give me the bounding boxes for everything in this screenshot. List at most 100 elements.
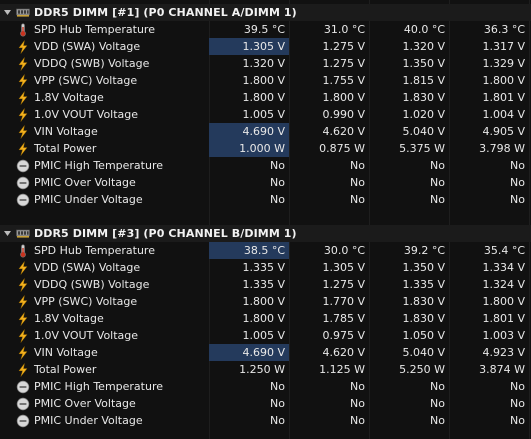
sensor-name-cell: SPD Hub Temperature <box>16 21 209 38</box>
minimum-value: 4.620 V <box>322 346 365 359</box>
sensor-row[interactable]: VPP (SWC) Voltage 1.800 V 1.755 V 1.815 V 1.… <box>0 72 531 89</box>
status-icon <box>16 193 30 207</box>
sensor-label: VDDQ (SWB) Voltage <box>34 278 150 291</box>
sensor-row[interactable]: VDDQ (SWB) Voltage 1.335 V 1.275 V 1.335 V 1… <box>0 276 531 293</box>
current-value: 4.690 V <box>209 344 289 361</box>
sensor-label: Total Power <box>34 363 97 376</box>
lightning-icon <box>16 141 30 156</box>
sensor-row[interactable]: 1.8V Voltage 1.800 V 1.785 V 1.830 V 1.801 V <box>0 310 531 327</box>
sensor-row[interactable]: PMIC Over Voltage No No No No <box>0 174 531 191</box>
sensor-name-cell: 1.0V VOUT Voltage <box>16 327 209 344</box>
maximum-value: 5.375 W <box>399 142 445 155</box>
sensor-row[interactable]: SPD Hub Temperature 38.5 °C 30.0 °C 39.2 °C… <box>0 242 531 259</box>
status-icon <box>16 380 30 394</box>
sensor-row[interactable]: PMIC Over Voltage No No No No <box>0 395 531 412</box>
average-value: No <box>510 193 525 206</box>
average-value: No <box>510 159 525 172</box>
sensor-row[interactable]: Total Power 1.000 W 0.875 W 5.375 W 3.798 W <box>0 140 531 157</box>
minimum-value: No <box>350 193 365 206</box>
average-value: 36.3 °C <box>483 23 525 36</box>
group-header[interactable]: DDR5 DIMM [#3] (P0 CHANNEL B/DIMM 1) <box>0 225 531 242</box>
average-value: 1.334 V <box>482 261 525 274</box>
sensor-name-cell: PMIC Under Voltage <box>16 191 209 208</box>
maximum-value: No <box>430 414 445 427</box>
sensor-label: VDD (SWA) Voltage <box>34 261 141 274</box>
current-value: 1.000 W <box>209 140 289 157</box>
sensor-name-cell: Total Power <box>16 361 209 378</box>
sensor-row[interactable]: Total Power 1.250 W 1.125 W 5.250 W 3.874 W <box>0 361 531 378</box>
sensor-row[interactable]: SPD Hub Temperature 39.5 °C 31.0 °C 40.0 °C… <box>0 21 531 38</box>
sensor-row[interactable]: 1.8V Voltage 1.800 V 1.800 V 1.830 V 1.801 V <box>0 89 531 106</box>
current-value: 1.305 V <box>209 38 289 55</box>
current-value: No <box>270 193 285 206</box>
group-title-cell: DDR5 DIMM [#3] (P0 CHANNEL B/DIMM 1) <box>16 225 297 242</box>
sensor-row[interactable]: PMIC Under Voltage No No No No <box>0 191 531 208</box>
sensor-row[interactable]: PMIC Under Voltage No No No No <box>0 412 531 429</box>
minimum-value: 1.305 V <box>322 261 365 274</box>
sensor-row[interactable]: VDD (SWA) Voltage 1.335 V 1.305 V 1.350 V 1.… <box>0 259 531 276</box>
sensor-name-cell: VDDQ (SWB) Voltage <box>16 276 209 293</box>
average-value: 1.800 V <box>482 74 525 87</box>
memory-module-icon <box>16 6 30 20</box>
sensor-name-cell: VPP (SWC) Voltage <box>16 293 209 310</box>
maximum-value: 1.050 V <box>402 329 445 342</box>
minimum-value: 1.275 V <box>322 278 365 291</box>
current-value: 1.800 V <box>242 295 285 308</box>
sensor-row[interactable]: 1.0V VOUT Voltage 1.005 V 0.975 V 1.050 V 1.… <box>0 327 531 344</box>
sensor-label: SPD Hub Temperature <box>34 23 155 36</box>
minimum-value: 1.800 V <box>322 91 365 104</box>
status-icon <box>16 414 30 428</box>
average-value: 1.801 V <box>482 312 525 325</box>
sensor-row[interactable]: PMIC High Temperature No No No No <box>0 157 531 174</box>
average-value: No <box>510 176 525 189</box>
minimum-value: 1.275 V <box>322 57 365 70</box>
sensor-label: PMIC Under Voltage <box>34 193 143 206</box>
status-icon <box>16 176 30 190</box>
sensor-name-cell: VDDQ (SWB) Voltage <box>16 55 209 72</box>
maximum-value: 1.830 V <box>402 312 445 325</box>
sensor-label: VPP (SWC) Voltage <box>34 74 138 87</box>
lightning-icon <box>16 124 30 139</box>
maximum-value: 1.350 V <box>402 57 445 70</box>
sensor-name-cell: VIN Voltage <box>16 123 209 140</box>
sensor-row[interactable]: VIN Voltage 4.690 V 4.620 V 5.040 V 4.905 V <box>0 123 531 140</box>
collapse-arrow-icon[interactable] <box>3 8 12 17</box>
lightning-icon <box>16 39 30 54</box>
maximum-value: 1.830 V <box>402 295 445 308</box>
column-divider <box>369 0 370 439</box>
maximum-value: 5.040 V <box>402 346 445 359</box>
sensor-name-cell: PMIC High Temperature <box>16 378 209 395</box>
minimum-value: 1.275 V <box>322 40 365 53</box>
average-value: 4.923 V <box>482 346 525 359</box>
average-value: 35.4 °C <box>483 244 525 257</box>
minimum-value: 31.0 °C <box>323 23 365 36</box>
current-value: 1.800 V <box>242 74 285 87</box>
sensor-row[interactable]: PMIC High Temperature No No No No <box>0 378 531 395</box>
minimum-value: 0.990 V <box>322 108 365 121</box>
average-value: 1.004 V <box>482 108 525 121</box>
lightning-icon <box>16 277 30 292</box>
sensor-row[interactable]: 1.0V VOUT Voltage 1.005 V 0.990 V 1.020 V 1.… <box>0 106 531 123</box>
collapse-arrow-icon[interactable] <box>3 229 12 238</box>
group-header[interactable]: DDR5 DIMM [#1] (P0 CHANNEL A/DIMM 1) <box>0 4 531 21</box>
sensor-name-cell: 1.0V VOUT Voltage <box>16 106 209 123</box>
group-title: DDR5 DIMM [#3] (P0 CHANNEL B/DIMM 1) <box>34 227 297 240</box>
maximum-value: 1.320 V <box>402 40 445 53</box>
maximum-value: 1.830 V <box>402 91 445 104</box>
average-value: 3.798 W <box>479 142 525 155</box>
current-value: 4.690 V <box>209 123 289 140</box>
sensor-row[interactable]: VDD (SWA) Voltage 1.305 V 1.275 V 1.320 V 1.… <box>0 38 531 55</box>
minimum-value: 1.755 V <box>322 74 365 87</box>
sensor-row[interactable]: VDDQ (SWB) Voltage 1.320 V 1.275 V 1.350 V 1… <box>0 55 531 72</box>
average-value: 4.905 V <box>482 125 525 138</box>
sensor-row[interactable]: VPP (SWC) Voltage 1.800 V 1.770 V 1.830 V 1.… <box>0 293 531 310</box>
column-divider <box>209 0 210 439</box>
average-value: 1.324 V <box>482 278 525 291</box>
minimum-value: 0.975 V <box>322 329 365 342</box>
sensor-row[interactable]: VIN Voltage 4.690 V 4.620 V 5.040 V 4.923 V <box>0 344 531 361</box>
status-icon <box>16 159 30 173</box>
sensor-label: PMIC High Temperature <box>34 159 164 172</box>
minimum-value: 1.785 V <box>322 312 365 325</box>
lightning-icon <box>16 328 30 343</box>
minimum-value: 30.0 °C <box>323 244 365 257</box>
